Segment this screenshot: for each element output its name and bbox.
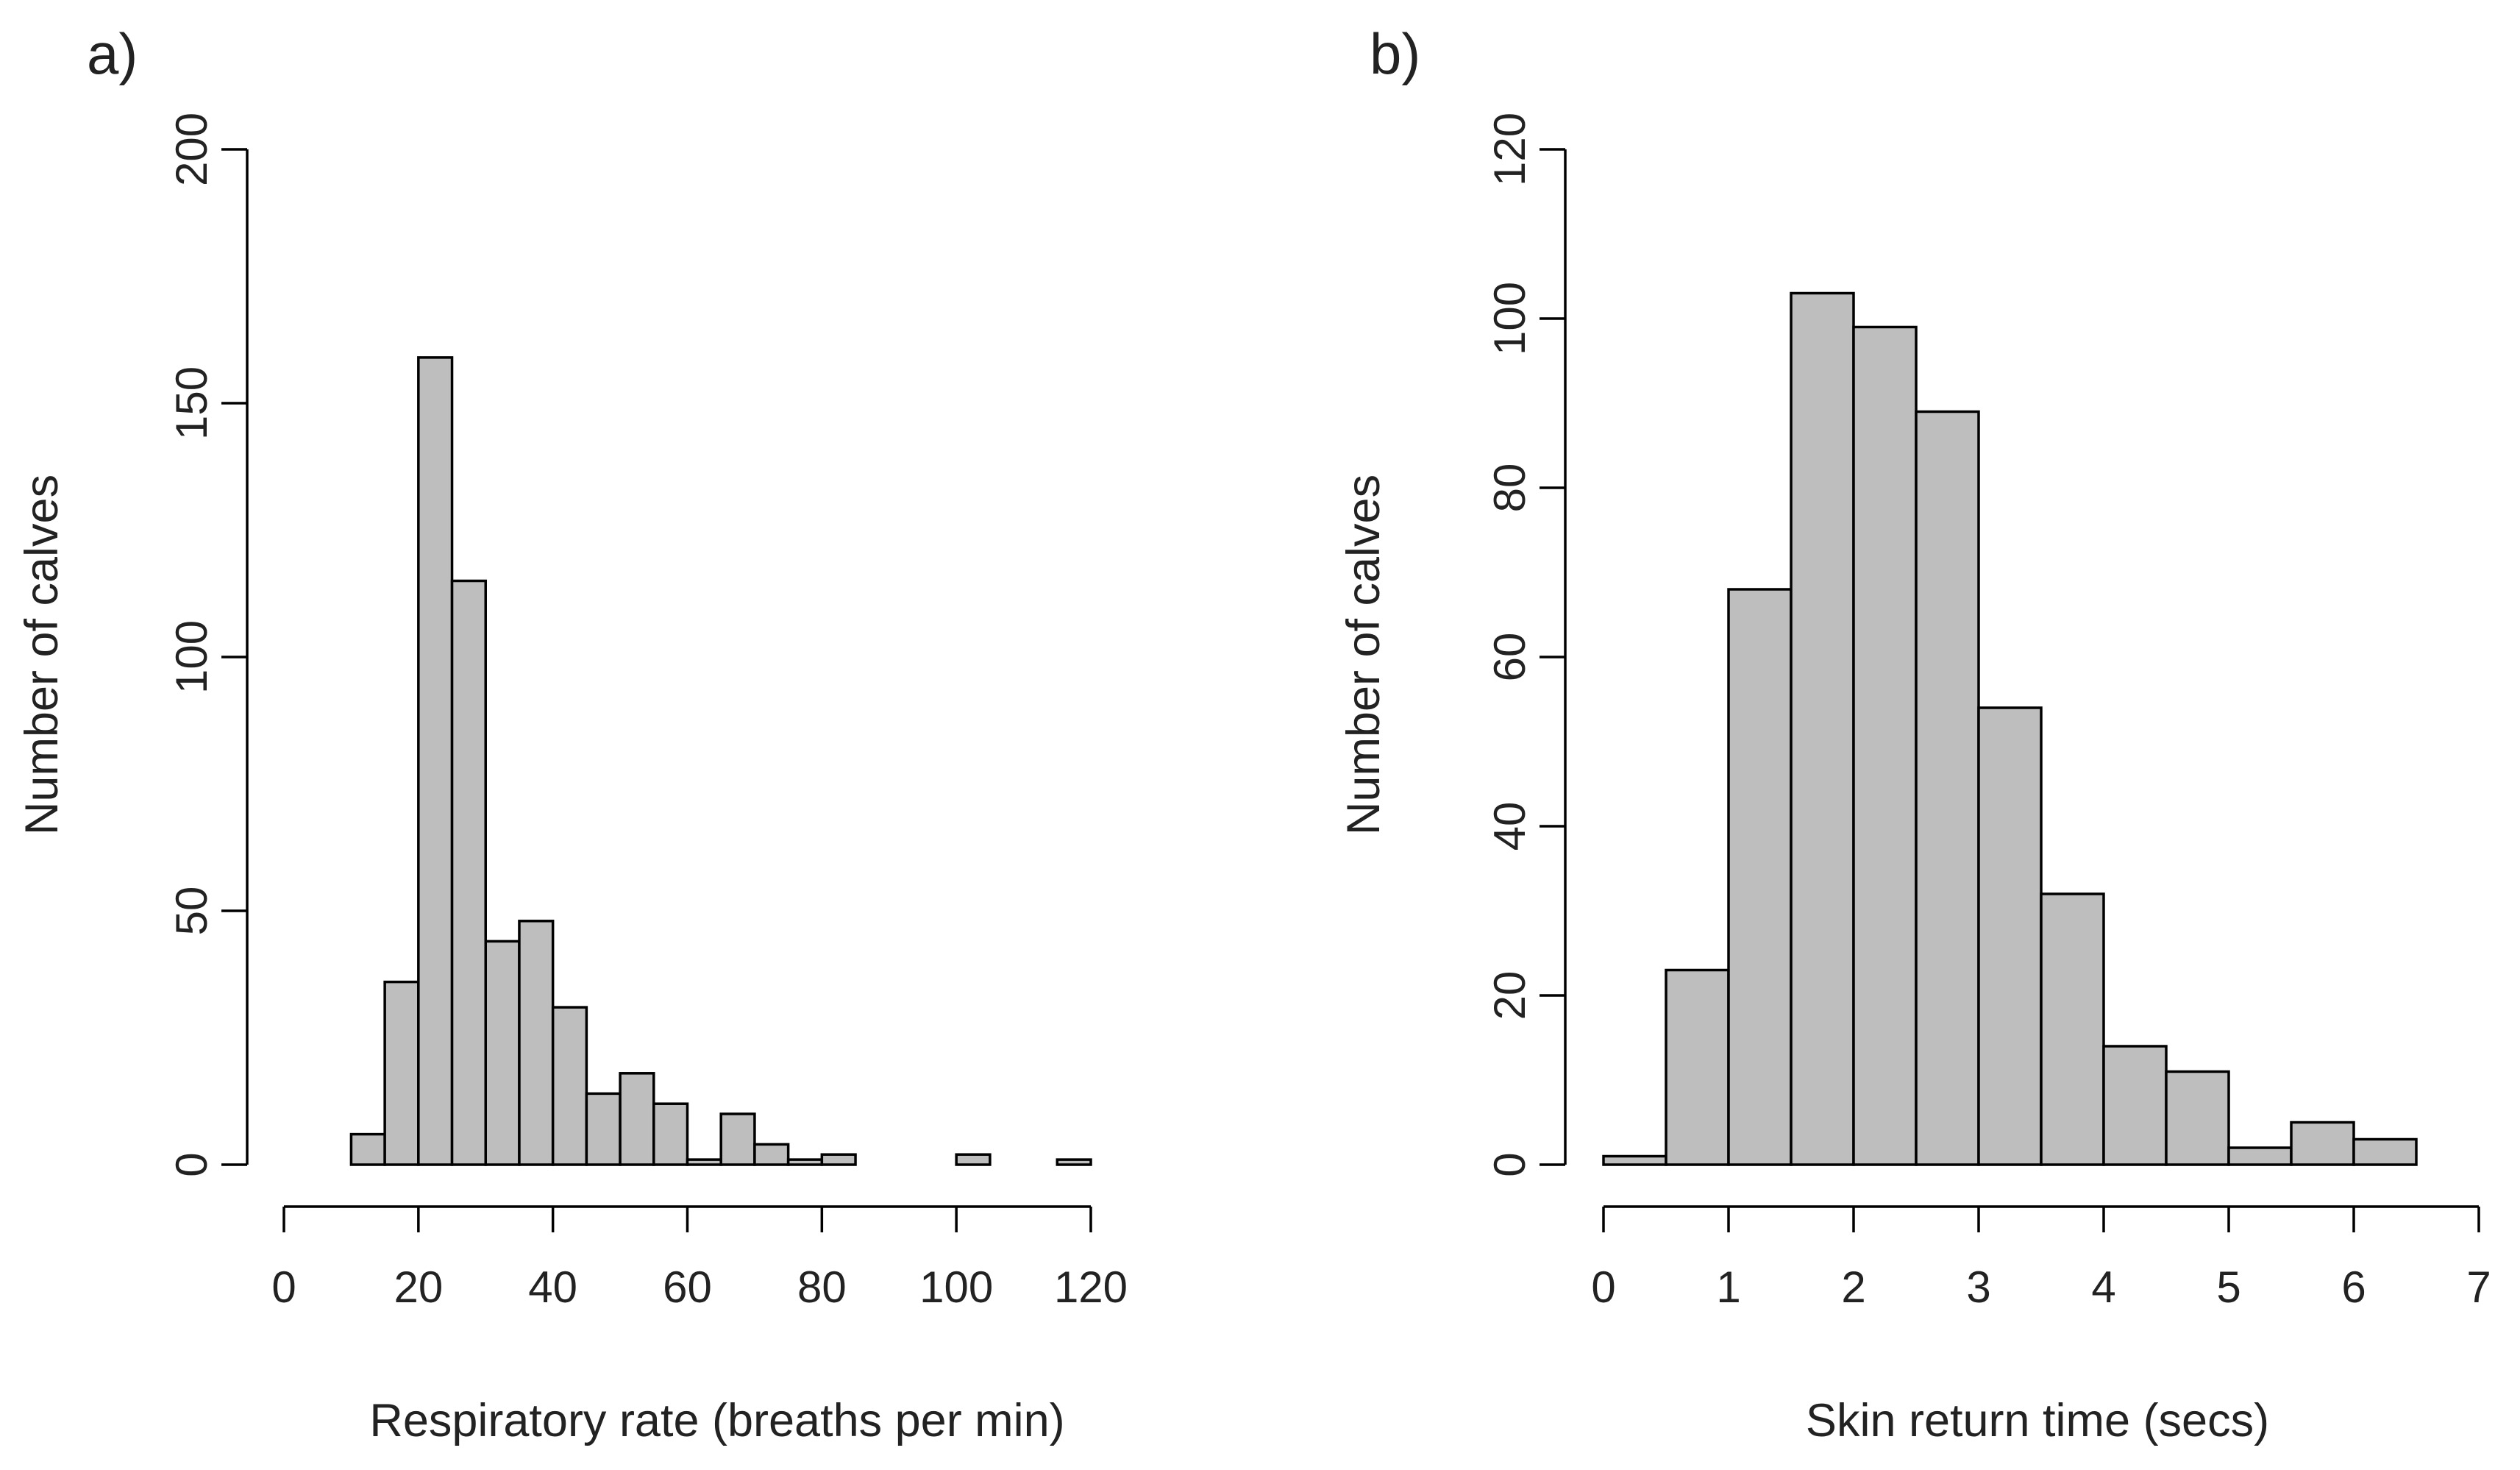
panel-a-y-tick-label-1: 50	[167, 887, 216, 936]
panel-b-axes: 0 1 2 3 4 5 6 7 0 20 40 60 80 100 120	[1485, 113, 2491, 1312]
panel-b-bar-4	[1852, 325, 1918, 1166]
panel-a-y-tick-label-2: 100	[167, 620, 216, 694]
panel-b-bar-12	[2352, 1137, 2418, 1166]
panel-a-axes: 0 20 40 60 80 100 120 0 50 100 150 200	[167, 113, 1128, 1312]
panel-b-x-tick-label-1: 1	[1716, 1263, 1740, 1312]
panel-b-x-tick-label-6: 6	[2341, 1263, 2366, 1312]
panel-a-bar-22	[1056, 1158, 1092, 1166]
panel-b-x-tick-label-0: 0	[1591, 1263, 1615, 1312]
panel-b-x-tick-label-7: 7	[2466, 1263, 2491, 1312]
panel-b-y-tick-label-1: 20	[1485, 971, 1534, 1020]
panel-b-x-axis-title: Skin return time (secs)	[1806, 1395, 2269, 1446]
panel-b-bar-7	[2040, 892, 2105, 1166]
panel-a-x-tick-label-1: 20	[394, 1263, 443, 1312]
panel-b-bars	[1602, 291, 2418, 1166]
panel-b-y-tick-label-2: 40	[1485, 802, 1534, 851]
panel-b-x-tick-label-5: 5	[2216, 1263, 2240, 1312]
panel-a-y-tick-label-4: 200	[167, 113, 216, 186]
panel-a-bar-3	[417, 356, 454, 1166]
panel-b-y-tick-label-0: 0	[1485, 1152, 1534, 1176]
panel-b-y-tick-label-3: 60	[1485, 633, 1534, 682]
panel-a-x-tick-label-3: 60	[663, 1263, 712, 1312]
panel-a-bar-2	[383, 980, 420, 1166]
panel-a-bar-9	[619, 1072, 655, 1166]
panel-b-bar-11	[2290, 1121, 2355, 1166]
panel-a-x-tick-label-5: 100	[919, 1263, 993, 1312]
panel-a-x-tick-label-6: 120	[1054, 1263, 1128, 1312]
panel-b-bar-9	[2165, 1070, 2230, 1166]
panel-b-bar-0	[1602, 1154, 1667, 1166]
panel-a-bar-14	[786, 1158, 824, 1166]
panel-b-x-tick-label-4: 4	[2091, 1263, 2115, 1312]
panel-b-y-axis-title: Number of calves	[1338, 475, 1389, 835]
panel-b-bar-10	[2227, 1146, 2293, 1166]
panel-b-bar-2	[1727, 588, 1793, 1166]
panel-a-bar-6	[518, 920, 555, 1166]
panel-b-bar-6	[1977, 706, 2043, 1166]
panel-a-bar-10	[652, 1102, 689, 1166]
panel-a-bars	[349, 356, 1092, 1166]
panel-a: a) 0 20 40 60 80 100 120 0 50 100 150 200 Respirato…	[16, 21, 1128, 1446]
panel-a-y-tick-label-0: 0	[167, 1152, 216, 1176]
panel-a-y-axis-title: Number of calves	[16, 475, 68, 835]
panel-b-x-tick-label-2: 2	[1841, 1263, 1865, 1312]
panel-a-bar-8	[585, 1092, 622, 1166]
panel-a-bar-4	[450, 579, 487, 1166]
panel-b-bar-8	[2102, 1045, 2168, 1166]
panel-b-bar-1	[1665, 968, 1730, 1166]
panel-a-bar-12	[719, 1112, 756, 1166]
panel-a-y-tick-label-3: 150	[167, 366, 216, 440]
panel-a-bar-15	[820, 1153, 857, 1166]
panel-b: b) 0 1 2 3 4 5 6 7 0 20 40 60 80 100 120 Skin return t…	[1338, 21, 2491, 1446]
panel-a-x-axis-title: Respiratory rate (breaths per min)	[369, 1395, 1064, 1446]
panel-b-y-tick-label-6: 120	[1485, 113, 1534, 186]
panel-a-bar-13	[753, 1143, 790, 1166]
panel-a-x-tick-label-0: 0	[271, 1263, 296, 1312]
panel-a-bar-19	[955, 1153, 992, 1166]
panel-a-bar-1	[349, 1132, 386, 1166]
panel-a-bar-5	[484, 940, 521, 1166]
panel-b-y-tick-label-4: 80	[1485, 464, 1534, 513]
panel-b-x-tick-label-3: 3	[1966, 1263, 1990, 1312]
panel-a-label: a)	[87, 21, 138, 86]
panel-b-bar-5	[1915, 410, 1980, 1166]
panel-b-bar-3	[1790, 291, 1855, 1166]
panel-b-label: b)	[1370, 21, 1420, 86]
panel-a-x-tick-label-4: 80	[797, 1263, 847, 1312]
panel-a-bar-11	[686, 1158, 722, 1166]
panel-a-bar-7	[551, 1006, 588, 1166]
panel-b-y-tick-label-5: 100	[1485, 282, 1534, 355]
panel-a-x-tick-label-2: 40	[528, 1263, 577, 1312]
